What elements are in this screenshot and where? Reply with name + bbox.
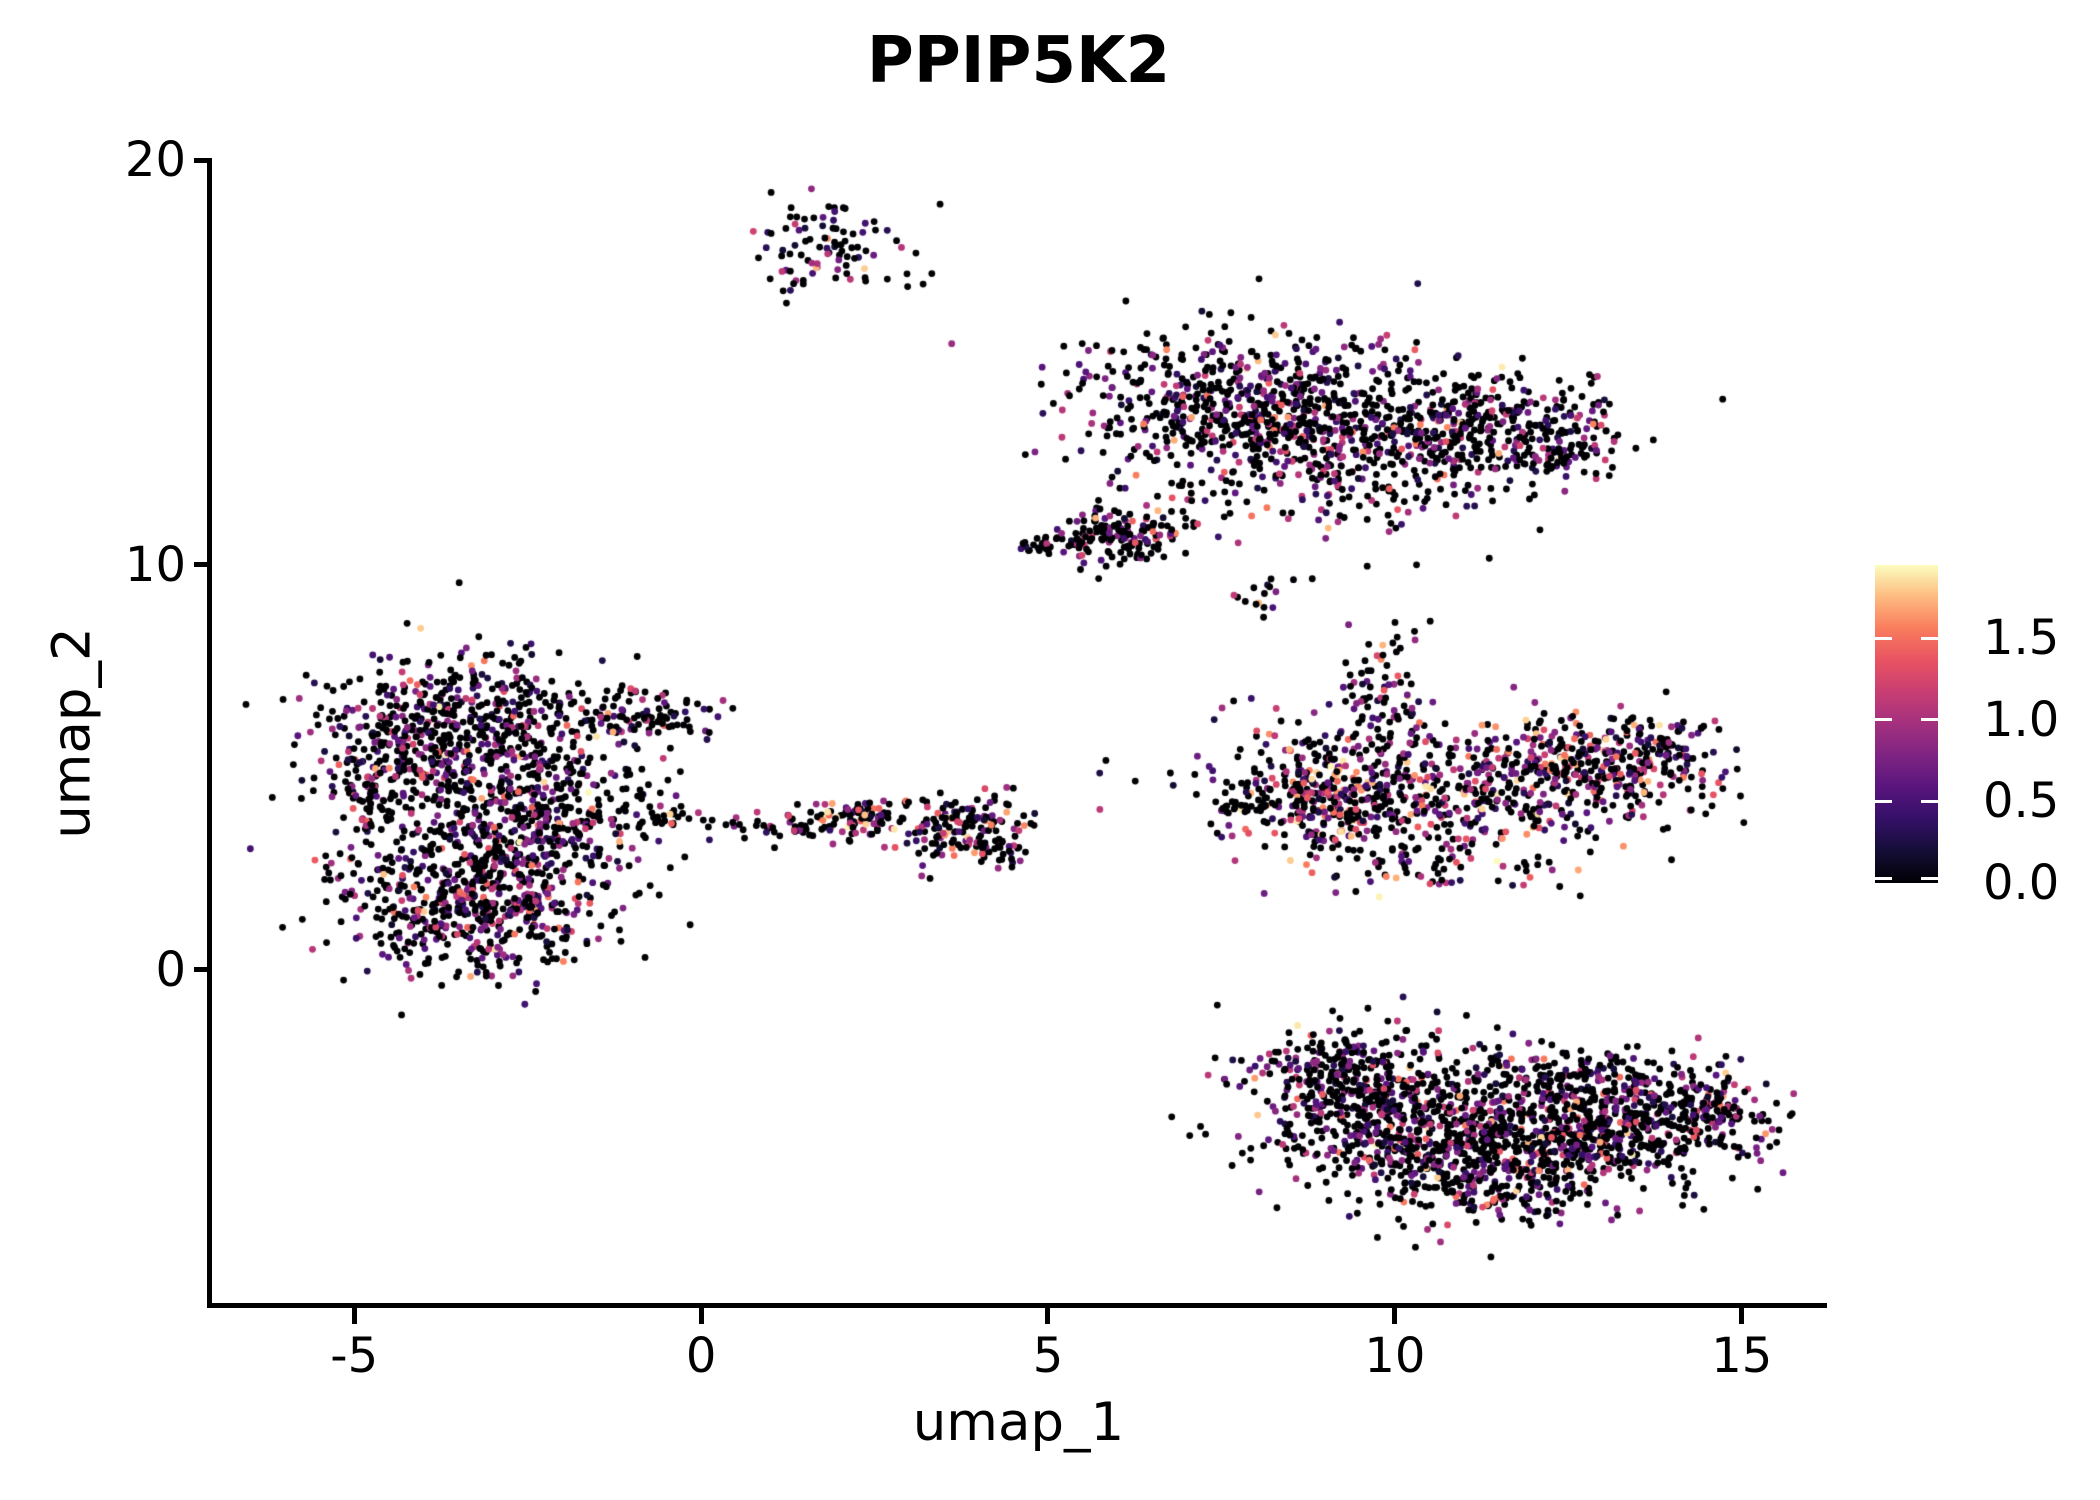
x-axis-label: umap_1 bbox=[912, 1392, 1125, 1453]
colorbar-tick-mark bbox=[1875, 799, 1892, 803]
colorbar-tick-mark bbox=[1921, 876, 1938, 880]
colorbar-tick-label: 0.5 bbox=[1983, 773, 2060, 830]
x-tick-mark bbox=[698, 1308, 704, 1324]
colorbar-tick-label: 1.5 bbox=[1983, 610, 2060, 667]
colorbar-tick-mark bbox=[1875, 636, 1892, 640]
x-tick-label: -5 bbox=[330, 1328, 379, 1384]
y-tick-label: 10 bbox=[124, 536, 186, 593]
x-tick-label: 15 bbox=[1711, 1328, 1773, 1384]
y-tick-mark bbox=[194, 562, 210, 568]
colorbar-tick-mark bbox=[1875, 876, 1892, 880]
x-tick-mark bbox=[1045, 1308, 1051, 1324]
colorbar-tick-mark bbox=[1921, 799, 1938, 803]
y-axis-line bbox=[207, 158, 212, 1308]
colorbar-tick-mark bbox=[1921, 718, 1938, 722]
x-tick-mark bbox=[1739, 1308, 1745, 1324]
y-tick-mark bbox=[194, 967, 210, 973]
colorbar-tick-label: 0.0 bbox=[1983, 855, 2060, 911]
y-tick-label: 20 bbox=[124, 132, 186, 188]
colorbar-tick-mark bbox=[1875, 718, 1892, 722]
x-tick-mark bbox=[1392, 1308, 1398, 1324]
y-tick-label: 0 bbox=[155, 941, 186, 998]
x-tick-mark bbox=[351, 1308, 357, 1324]
colorbar-tick-mark bbox=[1921, 636, 1938, 640]
colorbar bbox=[1875, 565, 1938, 883]
x-tick-label: 10 bbox=[1364, 1328, 1426, 1384]
y-tick-mark bbox=[194, 157, 210, 163]
x-tick-label: 0 bbox=[685, 1328, 717, 1384]
x-axis-line bbox=[207, 1303, 1827, 1308]
colorbar-tick-label: 1.0 bbox=[1983, 691, 2060, 748]
x-tick-label: 5 bbox=[1032, 1328, 1064, 1384]
y-axis-label: umap_2 bbox=[41, 627, 103, 839]
